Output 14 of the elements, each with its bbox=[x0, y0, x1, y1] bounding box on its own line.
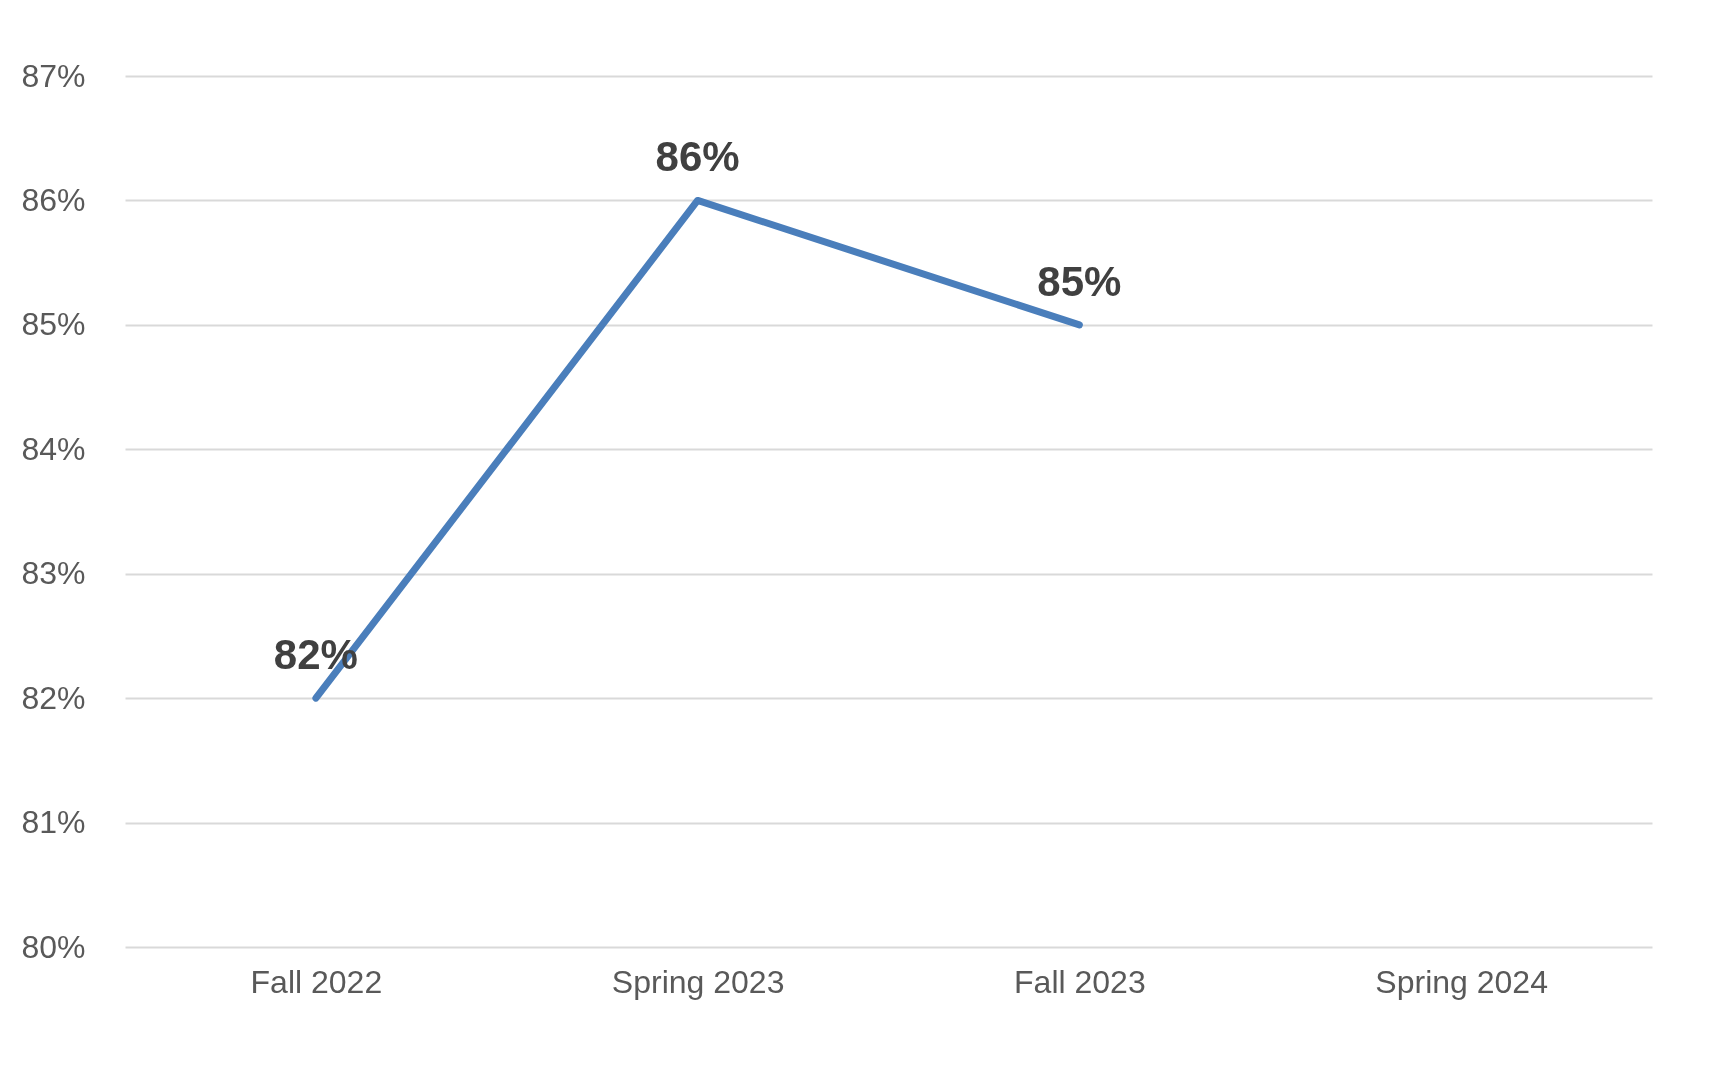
y-tick-label: 81% bbox=[21, 804, 86, 841]
y-tick-label: 84% bbox=[21, 430, 86, 467]
x-tick-label: Spring 2024 bbox=[1375, 963, 1548, 1000]
y-tick-label: 87% bbox=[21, 57, 86, 94]
data-label: 86% bbox=[655, 133, 740, 181]
x-tick-label: Fall 2023 bbox=[1014, 963, 1146, 1000]
y-tick-label: 85% bbox=[21, 306, 86, 343]
x-tick-label: Spring 2023 bbox=[611, 963, 785, 1000]
x-tick-label: Fall 2022 bbox=[250, 963, 383, 1000]
y-tick-label: 82% bbox=[21, 679, 86, 716]
data-label: 85% bbox=[1037, 257, 1122, 305]
y-tick-label: 83% bbox=[21, 555, 86, 592]
y-tick-label: 86% bbox=[21, 181, 86, 218]
y-tick-label: 80% bbox=[21, 928, 86, 965]
